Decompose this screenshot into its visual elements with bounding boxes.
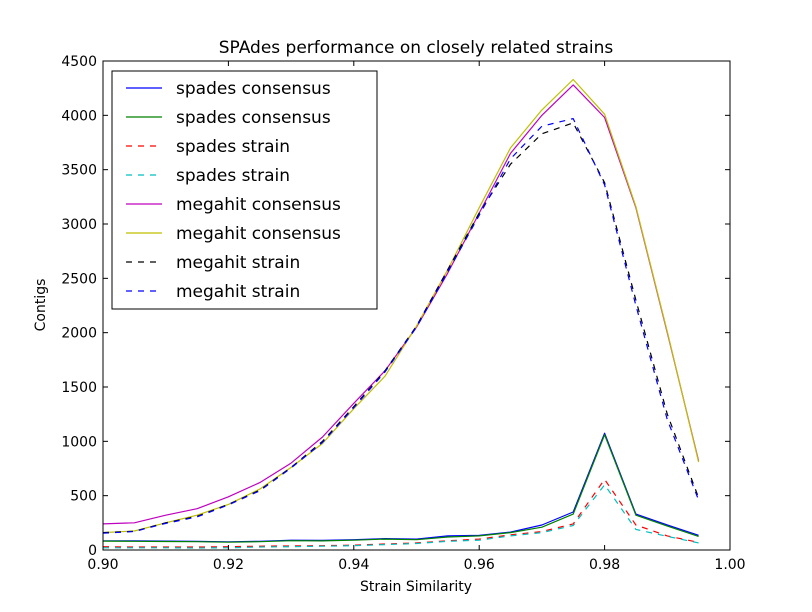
- series-line-spades-consensus-2: [102, 434, 699, 543]
- x-tick-label: 0.90: [87, 557, 118, 573]
- plot-frame: [102, 60, 731, 551]
- x-axis-title: Strain Similarity: [360, 579, 472, 595]
- ticks-layer: 0.90 0.92 0.94 0.96 0.98 1.00 0 500 1000 1500 2000…: [61, 54, 745, 573]
- legend-box: [111, 70, 378, 310]
- y-axis-title: Contigs: [33, 279, 49, 332]
- series-line-spades-strain-4: [103, 484, 699, 549]
- x-tick-label: 0.94: [338, 557, 369, 573]
- x-tick-label: 0.92: [213, 557, 244, 573]
- series-line-spades-strain-3: [102, 478, 699, 548]
- series-line-megahit-consensus-6: [102, 78, 700, 534]
- x-tick-label: 0.98: [589, 557, 620, 573]
- legend-label: megahit strain: [176, 282, 300, 302]
- y-tick-label: 2500: [61, 271, 97, 287]
- legend-label: spades consensus: [176, 108, 331, 128]
- legend-label: megahit consensus: [176, 195, 341, 215]
- series-line-megahit-strain-8: [102, 117, 700, 534]
- chart-title: SPAdes performance on closely related st…: [219, 38, 614, 58]
- legend-label: spades consensus: [176, 79, 331, 99]
- y-tick-label: 500: [70, 489, 97, 505]
- legend-label: spades strain: [176, 137, 290, 157]
- y-tick-label: 2000: [61, 326, 97, 342]
- y-tick-label: 3000: [61, 217, 97, 233]
- legend-label: megahit strain: [176, 253, 300, 273]
- series-layer: [102, 78, 700, 549]
- x-tick-label: 1.00: [714, 557, 745, 573]
- legend-label: spades strain: [176, 166, 290, 186]
- legend: spades consensus spades consensus spades s…: [111, 70, 378, 310]
- y-tick-label: 4500: [61, 54, 97, 70]
- legend-label: megahit consensus: [176, 224, 341, 244]
- x-tick-label: 0.96: [464, 557, 495, 573]
- y-tick-label: 1500: [61, 380, 97, 396]
- y-tick-label: 0: [88, 543, 97, 559]
- y-tick-label: 3500: [61, 163, 97, 179]
- y-tick-label: 4000: [61, 108, 97, 124]
- y-tick-label: 1000: [61, 434, 97, 450]
